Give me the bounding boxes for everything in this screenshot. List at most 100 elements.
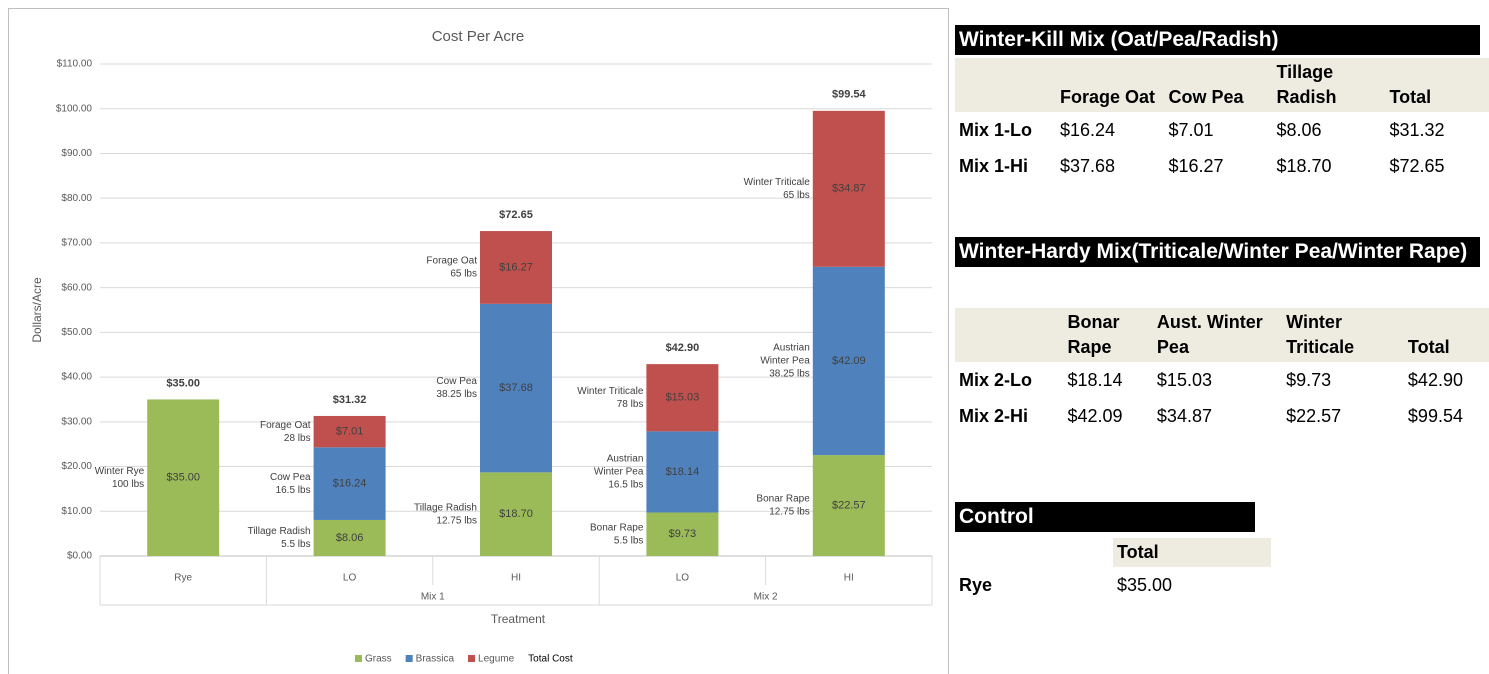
segment-note: 12.75 lbs <box>769 507 810 518</box>
data-table: Forage Oat Cow Pea Tillage Radish Total Mix … <box>955 58 1489 184</box>
x-axis-label: Treatment <box>491 612 546 626</box>
value-label: $35.00 <box>166 472 200 484</box>
bar-segment <box>812 110 885 267</box>
value-label: $16.24 <box>333 478 367 490</box>
table-cell: $72.65 <box>1389 156 1445 176</box>
header-cell: Winter Triticale <box>1282 308 1404 362</box>
table-row: Mix 1-Hi $37.68 $16.27 $18.70 $72.65 <box>955 148 1489 184</box>
x-tick-label: Rye <box>174 573 192 584</box>
table-row: Rye $35.00 <box>955 567 1271 603</box>
bar-segment <box>480 231 552 304</box>
segment-note: Winter Pea <box>594 467 644 478</box>
segment-note: 100 lbs <box>112 479 144 490</box>
header-cell: Total <box>1403 308 1489 362</box>
segment-note: 78 lbs <box>617 399 644 410</box>
segment-note: Tillage Radish <box>414 502 477 513</box>
table-cell: $7.01 <box>1168 120 1214 140</box>
table-cell: $9.73 <box>1286 370 1332 390</box>
header-row: Bonar Rape Aust. Winter Pea Winter Tritica… <box>955 308 1489 362</box>
value-label: $18.14 <box>666 466 700 478</box>
header-row: Forage Oat Cow Pea Tillage Radish Total <box>955 58 1489 112</box>
legend-label: Total Cost <box>528 654 573 665</box>
total-label: $99.54 <box>832 89 867 101</box>
y-tick-label: $60.00 <box>61 282 92 293</box>
value-label: $34.87 <box>832 183 866 195</box>
table-cell: $37.68 <box>1059 156 1116 176</box>
y-tick-label: $10.00 <box>61 506 92 517</box>
segment-note: Bonar Rape <box>756 494 810 505</box>
segment-note: Winter Rye <box>95 466 145 477</box>
segment-note: Austrian <box>773 343 810 354</box>
table-title: Winter-Hardy Mix(Triticale/Winter Pea/Wi… <box>955 237 1480 267</box>
total-label: $35.00 <box>166 377 200 389</box>
bar-segment <box>812 266 885 456</box>
header-cell: Bonar Rape <box>1063 308 1153 362</box>
table-title: Winter-Kill Mix (Oat/Pea/Radish) <box>955 25 1480 55</box>
bar-segment <box>313 415 386 448</box>
legend-swatch <box>468 655 476 662</box>
bar-segment <box>480 472 552 556</box>
segment-note: Forage Oat <box>260 420 311 431</box>
legend-label: Brassica <box>416 654 455 665</box>
table-cell: $16.27 <box>1168 156 1224 176</box>
table-cell: $42.09 <box>1067 406 1123 426</box>
legend-swatch <box>405 655 413 662</box>
bar-segment <box>313 447 386 520</box>
table-row: Mix 2-Hi $42.09 $34.87 $22.57 $99.54 <box>955 398 1489 434</box>
segment-note: 5.5 lbs <box>281 539 310 550</box>
y-tick-label: $80.00 <box>61 193 92 204</box>
x-tick-label: HI <box>844 573 854 584</box>
value-label: $22.57 <box>832 499 866 511</box>
segment-note: 16.5 lbs <box>276 485 311 496</box>
y-tick-label: $0.00 <box>67 551 92 562</box>
row-label: Mix 2-Hi <box>959 406 1029 426</box>
header-cell: Total <box>1113 538 1271 567</box>
segment-note: 16.5 lbs <box>608 480 643 491</box>
x-tick-label: HI <box>511 573 521 584</box>
table-row: Mix 2-Lo $18.14 $15.03 $9.73 $42.90 <box>955 362 1489 398</box>
value-label: $16.27 <box>499 261 533 273</box>
total-label: $31.32 <box>333 394 367 406</box>
segment-note: Bonar Rape <box>590 522 644 533</box>
value-label: $42.09 <box>832 355 866 367</box>
segment-note: 38.25 lbs <box>769 369 810 380</box>
value-label: $18.70 <box>499 508 533 520</box>
y-axis-label: Dollars/Acre <box>30 277 44 343</box>
table-cell: $34.87 <box>1156 406 1212 426</box>
value-label: $9.73 <box>669 528 697 540</box>
total-label: $72.65 <box>499 209 533 221</box>
table-cell: $42.90 <box>1407 370 1463 390</box>
segment-note: 65 lbs <box>783 190 810 201</box>
segment-note: 5.5 lbs <box>614 535 643 546</box>
y-tick-label: $70.00 <box>61 238 92 249</box>
y-tick-label: $100.00 <box>56 103 93 114</box>
segment-note: 38.25 lbs <box>436 389 477 400</box>
y-tick-label: $110.00 <box>57 59 93 70</box>
table-cell: $31.32 <box>1389 120 1445 140</box>
chart-title: Cost Per Acre <box>432 28 525 45</box>
row-label: Mix 1-Lo <box>959 120 1033 140</box>
legend-label: Grass <box>365 654 392 665</box>
header-cell <box>955 308 1064 362</box>
chart-frame <box>8 8 949 674</box>
table-cell: $15.03 <box>1156 370 1212 390</box>
x-tick-label: LO <box>343 573 357 584</box>
bar-segment <box>313 519 386 556</box>
value-label: $37.68 <box>499 382 533 394</box>
chart: Cost Per Acre Dollars/Acre Treatment $0.… <box>8 8 949 674</box>
header-cell: Total <box>1385 58 1489 112</box>
value-label: $15.03 <box>666 392 700 404</box>
bar-segment <box>480 303 552 473</box>
segment-note: Tillage Radish <box>248 526 311 537</box>
segment-note: 28 lbs <box>284 433 311 444</box>
row-label: Rye <box>959 575 993 595</box>
bar-segment <box>147 399 220 556</box>
header-cell: Tillage Radish <box>1272 58 1386 112</box>
x-tick-label: LO <box>676 573 690 584</box>
table-cell: $18.70 <box>1276 156 1332 176</box>
header-cell: Cow Pea <box>1164 58 1273 112</box>
y-tick-label: $20.00 <box>61 461 92 472</box>
table-cell: $99.54 <box>1407 406 1463 426</box>
row-label: Mix 1-Hi <box>959 156 1029 176</box>
